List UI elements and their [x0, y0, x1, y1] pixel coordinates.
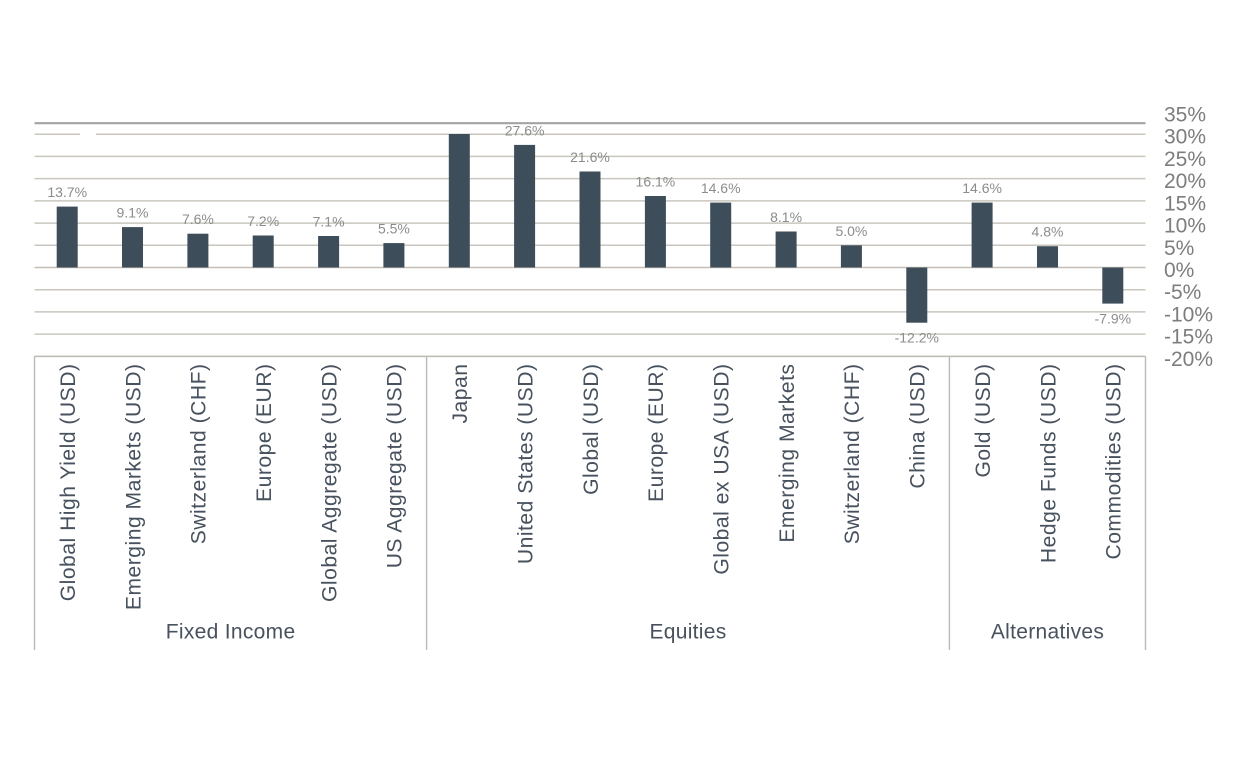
svg-text:7.1%: 7.1% [313, 214, 345, 230]
svg-text:7.6%: 7.6% [182, 211, 214, 227]
svg-text:-7.9%: -7.9% [1095, 311, 1132, 327]
svg-text:15%: 15% [1164, 192, 1206, 215]
svg-text:Gold (USD): Gold (USD) [972, 364, 995, 478]
svg-text:US Aggregate (USD): US Aggregate (USD) [384, 364, 407, 569]
svg-text:-10%: -10% [1164, 303, 1213, 326]
svg-text:Alternatives: Alternatives [991, 621, 1104, 644]
svg-text:United States (USD): United States (USD) [514, 364, 537, 565]
svg-text:5%: 5% [1164, 237, 1194, 260]
svg-text:27.6%: 27.6% [505, 122, 545, 138]
svg-text:Europe (EUR): Europe (EUR) [645, 364, 668, 502]
svg-text:10%: 10% [1164, 215, 1206, 238]
svg-text:9.1%: 9.1% [117, 205, 149, 221]
svg-text:Global ex USA (USD): Global ex USA (USD) [711, 364, 734, 575]
svg-text:China (USD): China (USD) [907, 364, 930, 489]
svg-text:Switzerland (CHF): Switzerland (CHF) [841, 363, 864, 544]
svg-text:30%: 30% [1164, 126, 1206, 149]
svg-text:-20%: -20% [1164, 348, 1213, 371]
svg-text:-12.2%: -12.2% [895, 330, 939, 346]
svg-text:-5%: -5% [1164, 281, 1201, 304]
svg-text:25%: 25% [1164, 148, 1206, 171]
svg-text:7.2%: 7.2% [247, 213, 279, 229]
svg-text:8.1%: 8.1% [770, 209, 802, 225]
svg-text:Japan: Japan [449, 363, 472, 423]
svg-text:-15%: -15% [1164, 326, 1213, 349]
svg-text:Global (USD): Global (USD) [580, 364, 603, 495]
svg-text:Commodities (USD): Commodities (USD) [1103, 364, 1126, 560]
svg-text:Emerging Markets (USD): Emerging Markets (USD) [122, 364, 145, 611]
svg-text:Europe (EUR): Europe (EUR) [253, 364, 276, 502]
svg-text:Equities: Equities [649, 621, 726, 644]
svg-text:14.6%: 14.6% [701, 180, 741, 196]
svg-text:35%: 35% [1164, 104, 1206, 127]
svg-text:Switzerland (CHF): Switzerland (CHF) [188, 364, 211, 545]
svg-text:21.6%: 21.6% [570, 149, 610, 165]
svg-text:Emerging Markets: Emerging Markets [776, 364, 799, 543]
svg-text:16.1%: 16.1% [636, 174, 676, 190]
svg-text:14.6%: 14.6% [962, 180, 1002, 196]
svg-text:Fixed Income: Fixed Income [166, 621, 296, 644]
svg-text:Hedge Funds (USD): Hedge Funds (USD) [1037, 364, 1060, 564]
svg-text:0%: 0% [1164, 259, 1194, 282]
svg-text:Global Aggregate (USD): Global Aggregate (USD) [318, 364, 341, 602]
svg-text:4.8%: 4.8% [1032, 224, 1064, 240]
svg-text:13.7%: 13.7% [47, 184, 87, 200]
svg-text:5.5%: 5.5% [378, 221, 410, 237]
svg-text:20%: 20% [1164, 170, 1206, 193]
svg-text:5.0%: 5.0% [835, 223, 867, 239]
svg-text:Global High Yield (USD): Global High Yield (USD) [57, 364, 80, 602]
